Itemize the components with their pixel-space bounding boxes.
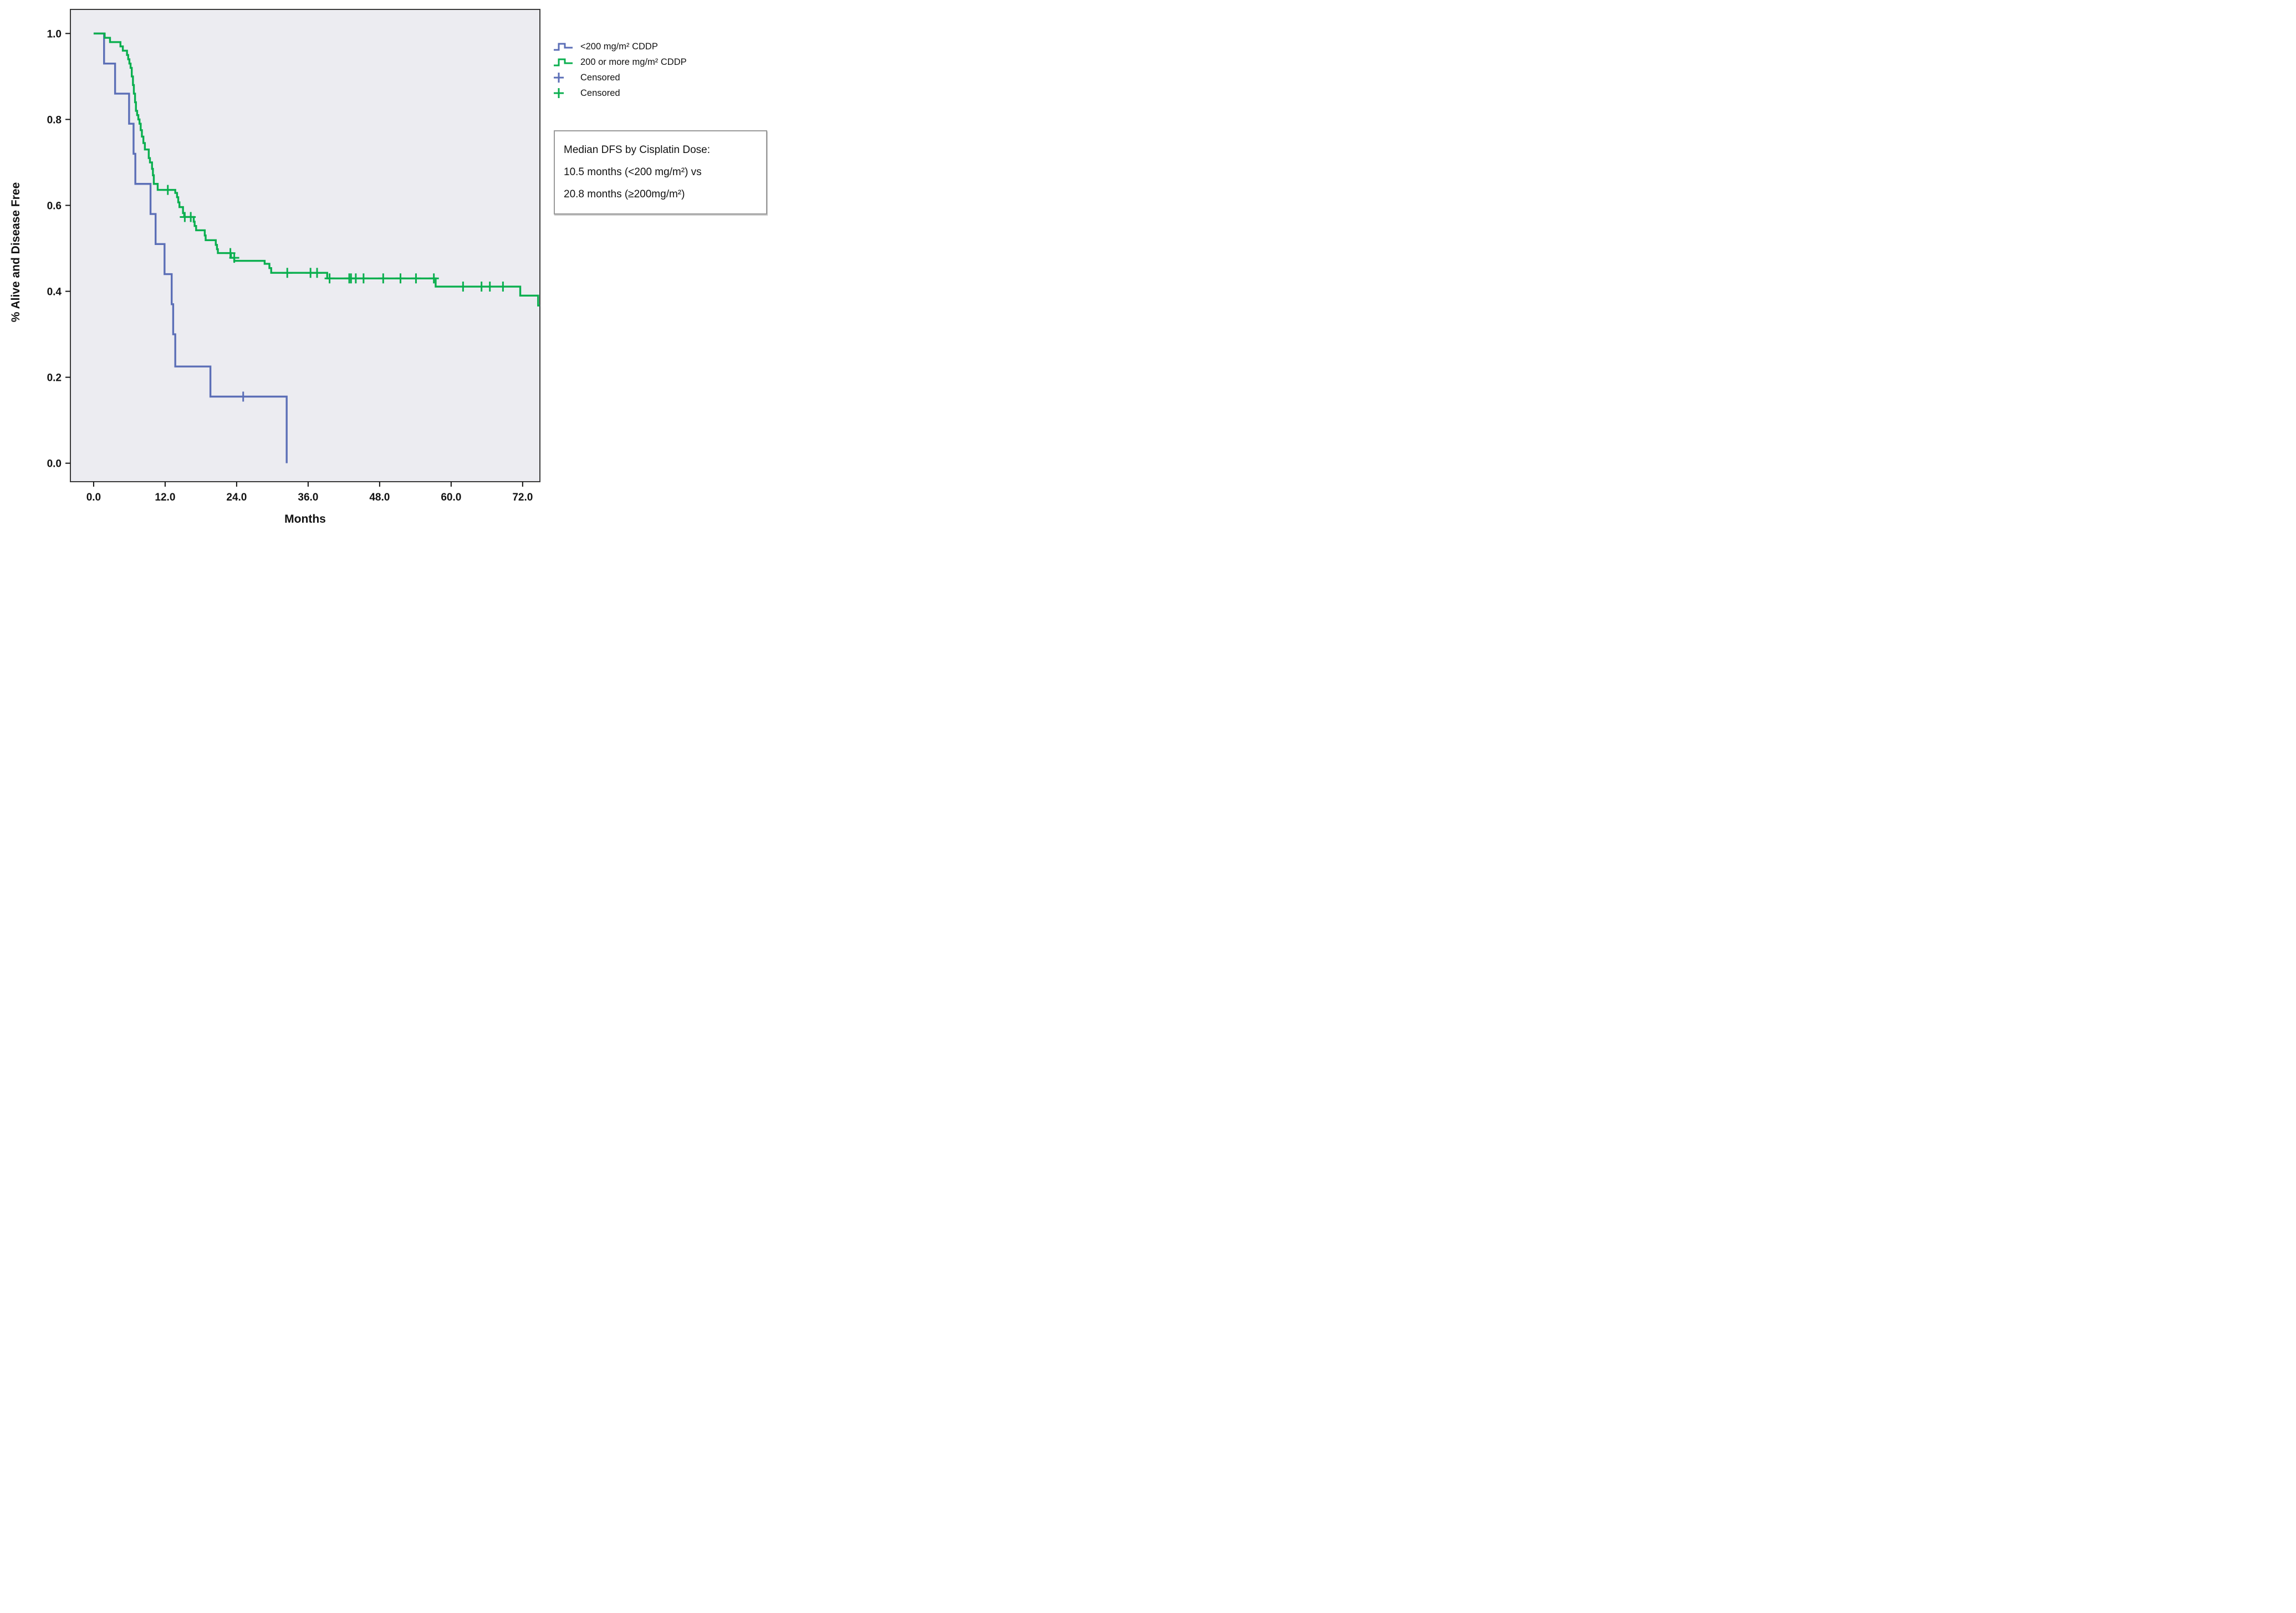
legend-label: Censored — [580, 88, 620, 98]
y-tick-label: 0.8 — [47, 114, 62, 126]
legend-label: <200 mg/m² CDDP — [580, 41, 658, 52]
km-curve-0 — [93, 32, 288, 463]
y-tick-label: 0.0 — [47, 458, 62, 470]
censor-mark — [498, 282, 508, 292]
km-step-icon — [554, 58, 573, 67]
legend-item-lt200: <200 mg/m² CDDP — [553, 39, 687, 54]
censor-mark — [358, 273, 369, 284]
y-tick-label: 0.4 — [47, 287, 62, 298]
censor-mark — [476, 282, 487, 292]
legend-label: 200 or more mg/m² CDDP — [580, 57, 687, 67]
y-tick-label: 1.0 — [47, 28, 62, 40]
km-chart-svg: 1.0 0.8 0.6 0.4 0.2 0.0 0.0 12.0 24.0 36.0 48.0 60.… — [47, 9, 540, 503]
censor-mark — [378, 273, 389, 284]
censor-plus-icon — [554, 88, 564, 98]
censor-mark — [312, 268, 322, 278]
x-axis-title: Months — [284, 513, 326, 525]
legend-item-censored-green: Censored — [553, 85, 687, 101]
x-tick-label: 36.0 — [298, 492, 318, 503]
censor-mark — [186, 212, 196, 222]
median-dfs-annotation-box: Median DFS by Cisplatin Dose: 10.5 month… — [554, 130, 767, 215]
legend-label: Censored — [580, 72, 620, 83]
legend: <200 mg/m² CDDP 200 or more mg/m² CDDP C… — [553, 39, 687, 101]
censor-mark — [162, 185, 173, 195]
x-tick-label: 24.0 — [226, 492, 247, 503]
annotation-line: Median DFS by Cisplatin Dose: — [564, 144, 710, 156]
legend-item-censored-blue: Censored — [553, 70, 687, 85]
x-tick-label: 48.0 — [369, 492, 390, 503]
censor-mark — [484, 282, 495, 292]
x-tick-label: 0.0 — [86, 492, 101, 503]
censor-mark — [324, 273, 335, 284]
censor-mark — [282, 268, 293, 278]
km-step-icon — [554, 43, 573, 51]
annotation-line: 20.8 months (≥200mg/m²) — [564, 188, 685, 200]
censor-mark — [395, 273, 406, 284]
censor-mark — [229, 253, 239, 263]
km-survival-figure: 1.0 0.8 0.6 0.4 0.2 0.0 0.0 12.0 24.0 36.0 48.0 60.… — [0, 0, 776, 545]
annotation-line: 10.5 months (<200 mg/m²) vs — [564, 166, 702, 178]
x-tick-label: 60.0 — [441, 492, 461, 503]
censor-mark — [428, 273, 439, 284]
y-tick-label: 0.2 — [47, 372, 62, 384]
y-tick-label: 0.6 — [47, 201, 62, 212]
x-tick-label: 12.0 — [155, 492, 175, 503]
x-tick-label: 72.0 — [512, 492, 533, 503]
plot-area — [70, 9, 540, 482]
censor-mark — [411, 273, 421, 284]
censor-mark — [238, 391, 248, 402]
legend-item-ge200: 200 or more mg/m² CDDP — [553, 54, 687, 70]
censor-mark — [458, 282, 468, 292]
y-axis-title: % Alive and Disease Free — [9, 182, 22, 323]
censor-plus-icon — [554, 73, 564, 83]
